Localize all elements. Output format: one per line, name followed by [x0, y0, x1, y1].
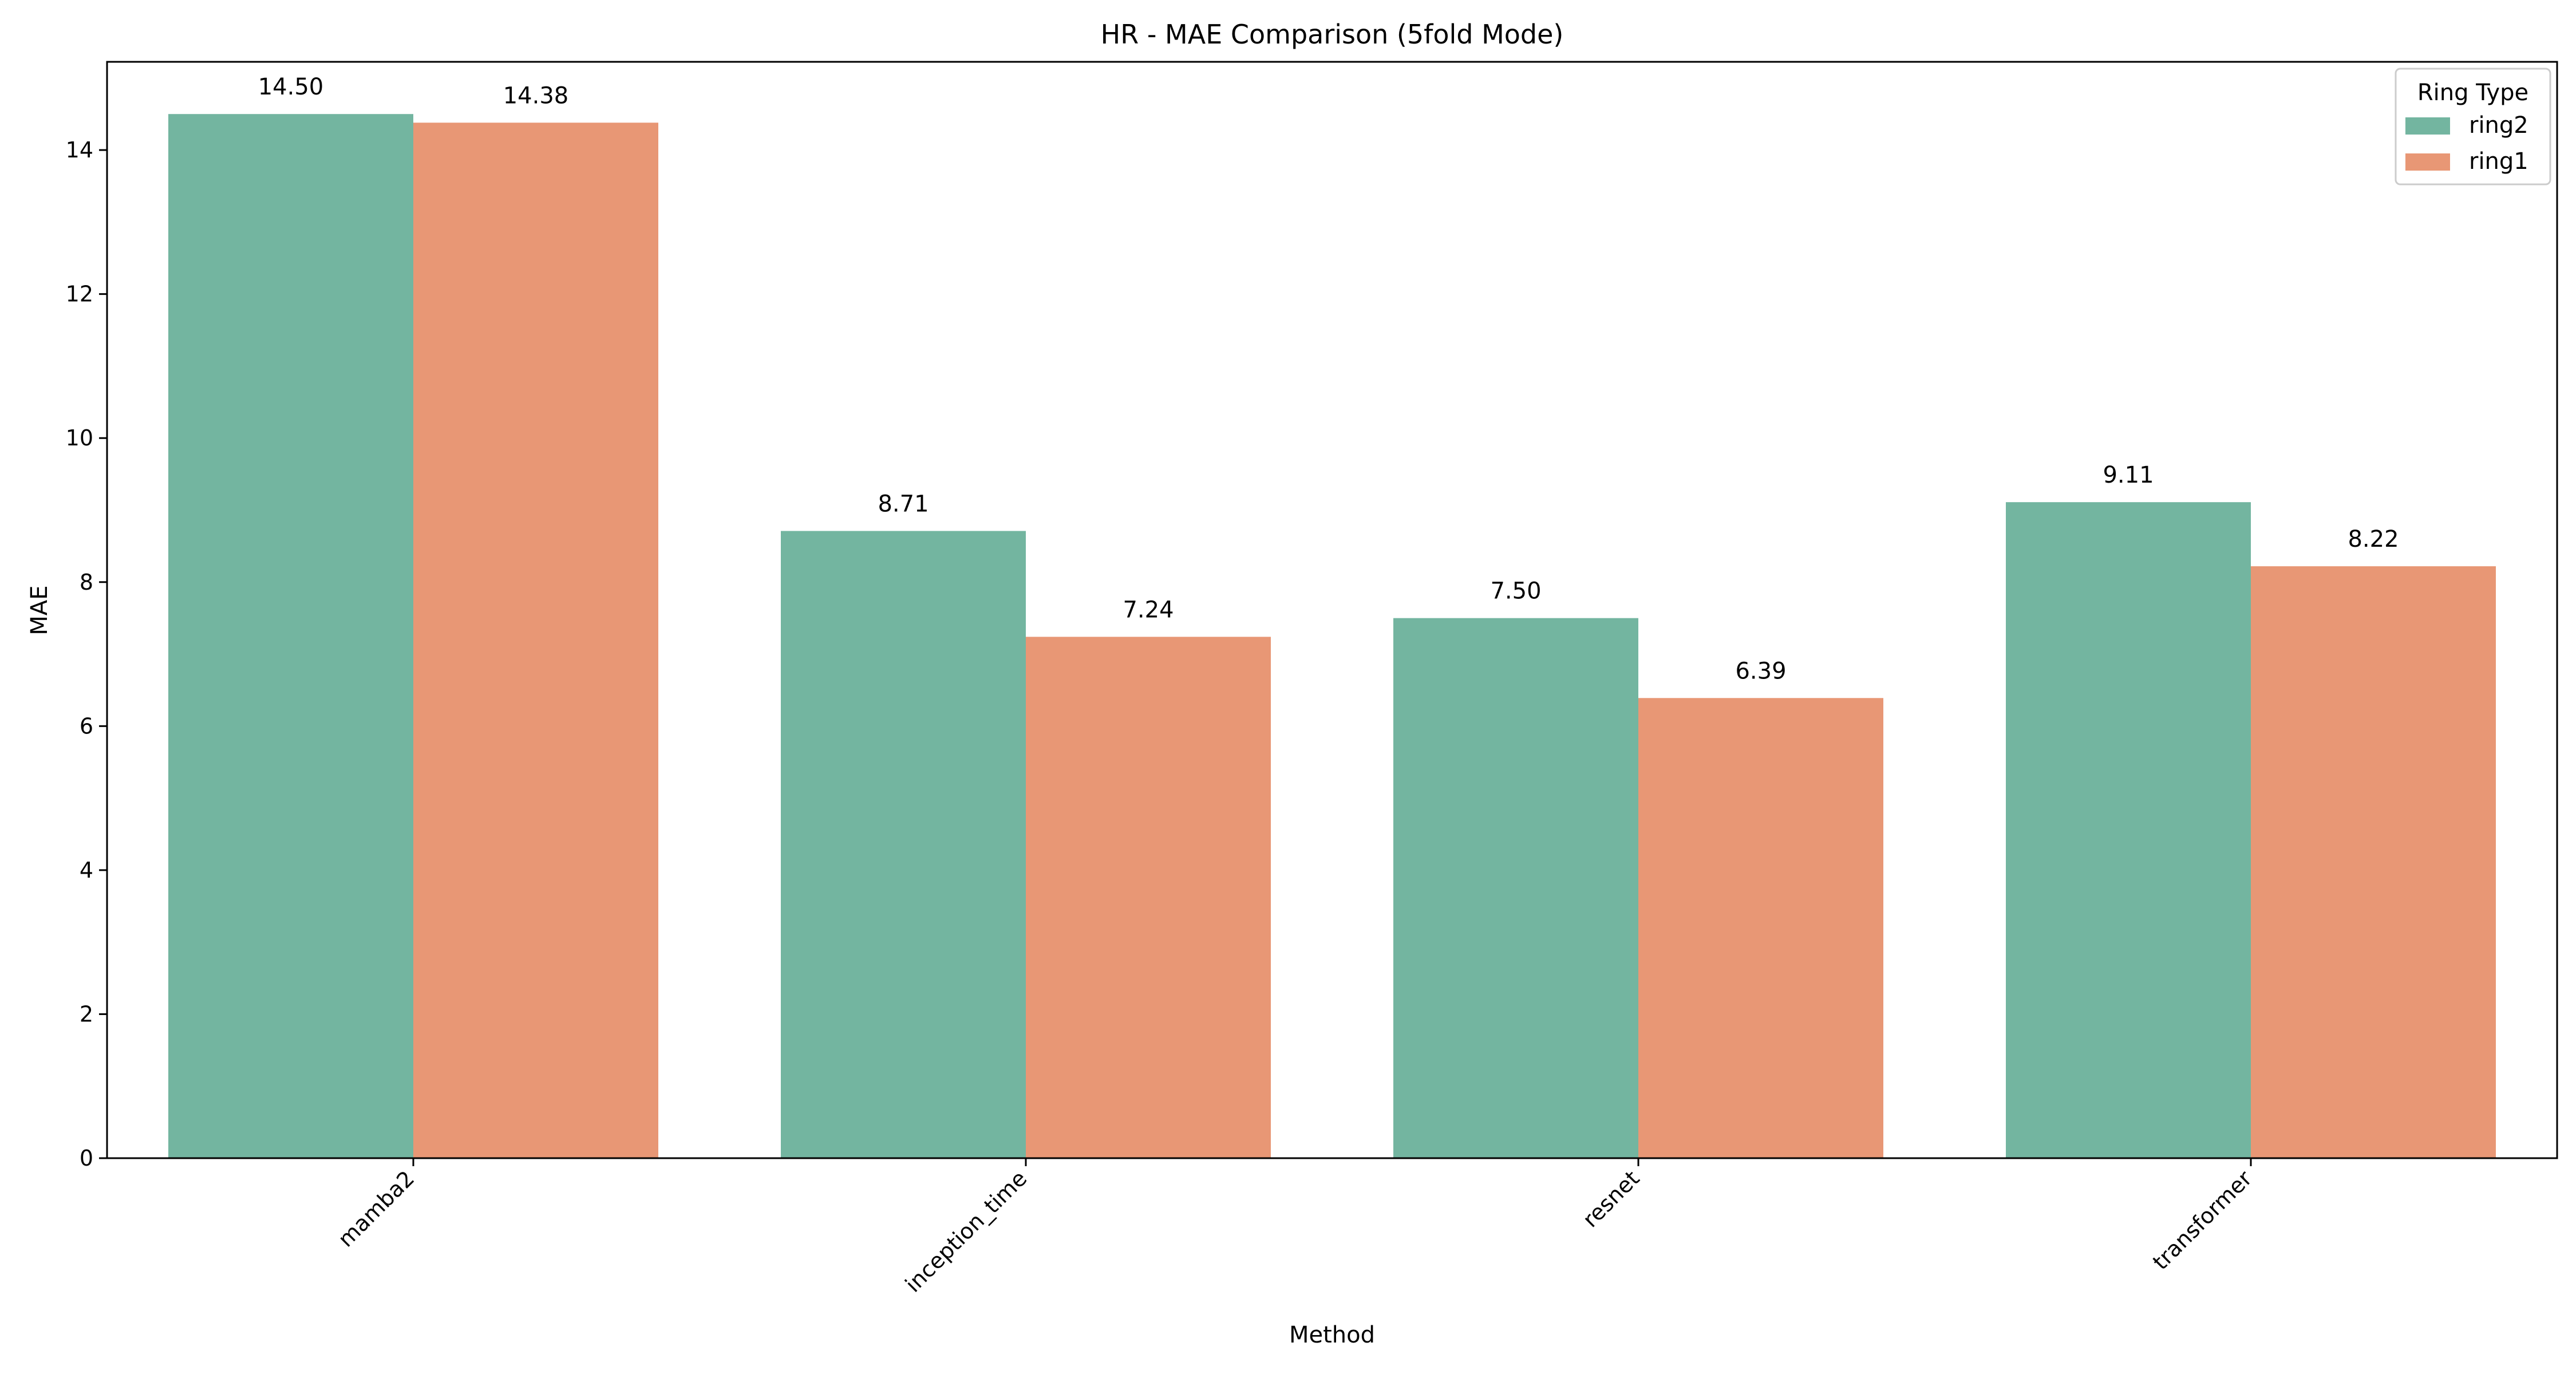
data-label: 9.11 [2103, 462, 2154, 488]
chart-title: HR - MAE Comparison (5fold Mode) [1101, 19, 1564, 50]
y-tick-label: 10 [66, 425, 93, 451]
bar-ring1-mamba2 [413, 123, 658, 1159]
legend-title: Ring Type [2417, 80, 2528, 106]
bar-ring2-transformer [2006, 502, 2251, 1158]
x-tick-label: resnet [1578, 1166, 1644, 1232]
y-tick-label: 4 [80, 858, 93, 883]
data-label: 8.22 [2348, 526, 2399, 552]
y-tick-label: 6 [80, 713, 93, 739]
x-axis-label: Method [1289, 1322, 1375, 1348]
data-label: 8.71 [878, 491, 929, 517]
x-tick-label: inception_time [900, 1166, 1032, 1297]
plot-frame [106, 61, 2558, 1159]
x-tick-label: transformer [2148, 1166, 2257, 1275]
bar-ring1-transformer [2251, 566, 2496, 1159]
y-tick-label: 8 [80, 570, 93, 595]
y-tick-label: 0 [80, 1146, 93, 1171]
legend-swatch-ring1 [2405, 153, 2450, 171]
data-label: 7.24 [1123, 597, 1174, 623]
data-label: 14.38 [503, 82, 569, 109]
y-tick-label: 12 [66, 282, 93, 307]
bar-ring2-mamba2 [168, 114, 413, 1159]
y-axis-label: MAE [26, 585, 53, 635]
legend-swatch-ring2 [2405, 117, 2450, 135]
x-tick-label: mamba2 [333, 1166, 420, 1252]
y-tick-label: 14 [66, 137, 93, 163]
data-label: 14.50 [258, 74, 324, 100]
bar-ring1-inception_time [1026, 637, 1271, 1158]
legend-label-ring1: ring1 [2469, 148, 2528, 175]
legend-label-ring2: ring2 [2469, 112, 2528, 139]
data-label: 6.39 [1735, 658, 1786, 684]
y-tick-label: 2 [80, 1001, 93, 1026]
bar-ring2-resnet [1393, 618, 1638, 1158]
bar-ring1-resnet [1638, 698, 1883, 1158]
legend: Ring Type ring2 ring1 [2395, 68, 2551, 185]
bar-ring2-inception_time [781, 531, 1026, 1158]
data-label: 7.50 [1490, 578, 1541, 605]
